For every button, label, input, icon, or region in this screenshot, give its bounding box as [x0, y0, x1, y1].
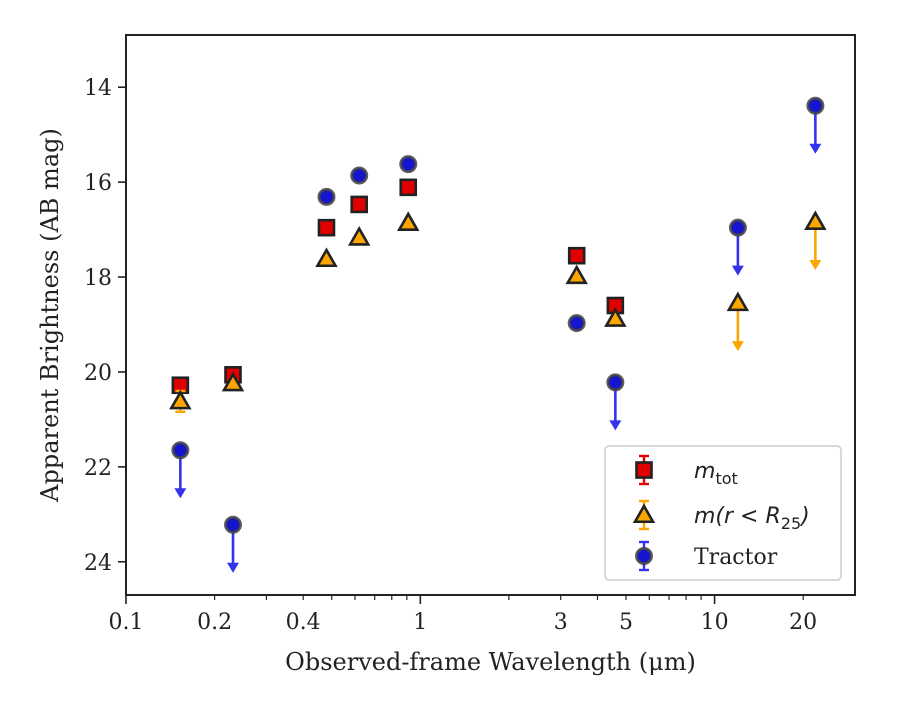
y-tick-label: 14 — [84, 76, 112, 101]
data-point-triangle — [604, 307, 627, 327]
data-point-square — [567, 246, 586, 265]
legend-marker-circle — [635, 547, 653, 565]
data-point-triangle — [396, 211, 420, 231]
data-point-circle — [567, 314, 586, 333]
data-point-triangle — [804, 210, 827, 231]
x-tick-label: 20 — [789, 610, 817, 635]
y-tick-label: 20 — [84, 361, 112, 386]
y-tick-label: 24 — [84, 551, 112, 576]
x-tick-label: 0.4 — [286, 610, 321, 635]
x-tick-label: 0.1 — [109, 610, 144, 635]
upper-limit-arrowhead — [731, 341, 744, 352]
data-point-circle — [224, 515, 243, 534]
y-tick-label: 18 — [84, 266, 112, 291]
series-2 — [171, 96, 825, 573]
upper-limit-arrowhead — [174, 488, 187, 499]
data-point-circle — [171, 441, 190, 460]
plot-frame — [125, 34, 856, 596]
upper-limit-arrowhead — [731, 265, 744, 276]
legend-marker-square — [635, 461, 653, 479]
series-0 — [171, 178, 625, 395]
data-point-circle — [317, 187, 336, 206]
upper-limit-arrowhead — [609, 420, 622, 431]
series-1 — [169, 210, 827, 414]
data-point-circle — [728, 218, 747, 237]
x-tick-label: 0.2 — [197, 610, 232, 635]
legend-label: m(r < R25) — [694, 504, 810, 533]
legend-marker-triangle — [632, 503, 656, 524]
data-point-triangle — [169, 389, 192, 410]
y-tick-label: 16 — [84, 171, 112, 196]
x-tick-label: 5 — [619, 610, 633, 635]
upper-limit-arrowhead — [809, 259, 822, 270]
data-point-square — [399, 178, 418, 197]
axes: 0.1 0.2 0.4 1 3 5 10 20 14 16 18 20 22 24 — [84, 76, 817, 635]
data-point-triangle — [347, 226, 371, 246]
data-point-square — [350, 195, 368, 214]
x-tick-label: 1 — [413, 610, 427, 635]
data-point-triangle — [726, 291, 750, 312]
y-axis-title: Apparent Brightness (AB mag) — [36, 128, 64, 503]
data-point-circle — [806, 96, 825, 115]
data-point-triangle — [315, 247, 338, 268]
data-point-circle — [399, 155, 418, 174]
plot-area — [169, 96, 827, 573]
data-point-triangle — [221, 371, 245, 392]
y-tick-label: 22 — [84, 456, 112, 481]
legend: mtot m(r < R25) Tractor — [604, 445, 842, 581]
upper-limit-arrowhead — [809, 143, 822, 154]
legend-box — [604, 445, 842, 581]
x-axis-title: Observed-frame Wavelength (μm) — [285, 648, 696, 676]
upper-limit-arrowhead — [227, 562, 240, 573]
x-tick-label: 10 — [701, 610, 729, 635]
data-point-triangle — [565, 264, 588, 285]
x-tick-label: 3 — [554, 610, 568, 635]
data-point-circle — [606, 373, 625, 392]
legend-label: mtot — [694, 459, 738, 488]
data-point-circle — [350, 166, 369, 185]
data-point-square — [317, 218, 336, 237]
legend-label: Tractor — [694, 545, 778, 570]
